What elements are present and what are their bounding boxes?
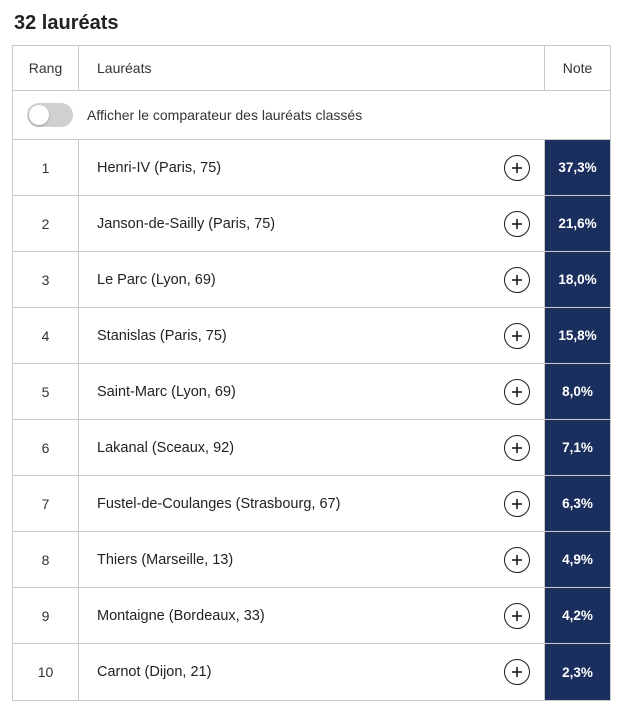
table-row: 8 Thiers (Marseille, 13) 4,9% bbox=[13, 532, 610, 588]
expand-button[interactable] bbox=[504, 603, 530, 629]
laureat-name: Henri-IV (Paris, 75) bbox=[97, 160, 221, 176]
table-row: 2 Janson-de-Sailly (Paris, 75) 21,6% bbox=[13, 196, 610, 252]
rank-cell: 2 bbox=[13, 196, 79, 251]
plus-icon bbox=[511, 274, 523, 286]
note-cell: 4,2% bbox=[544, 588, 610, 643]
laureat-cell: Fustel-de-Coulanges (Strasbourg, 67) bbox=[79, 476, 544, 531]
expand-button[interactable] bbox=[504, 211, 530, 237]
laureat-cell: Janson-de-Sailly (Paris, 75) bbox=[79, 196, 544, 251]
expand-button[interactable] bbox=[504, 323, 530, 349]
laureat-name: Lakanal (Sceaux, 92) bbox=[97, 440, 234, 456]
col-header-laureats: Lauréats bbox=[79, 46, 544, 90]
rank-cell: 9 bbox=[13, 588, 79, 643]
plus-icon bbox=[511, 330, 523, 342]
laureat-name: Carnot (Dijon, 21) bbox=[97, 664, 211, 680]
laureat-name: Janson-de-Sailly (Paris, 75) bbox=[97, 216, 275, 232]
plus-icon bbox=[511, 442, 523, 454]
comparator-toggle[interactable] bbox=[27, 103, 73, 127]
plus-icon bbox=[511, 554, 523, 566]
laureat-cell: Thiers (Marseille, 13) bbox=[79, 532, 544, 587]
laureat-name: Stanislas (Paris, 75) bbox=[97, 328, 227, 344]
laureat-cell: Montaigne (Bordeaux, 33) bbox=[79, 588, 544, 643]
col-header-rang: Rang bbox=[13, 46, 79, 90]
comparator-toggle-row: Afficher le comparateur des lauréats cla… bbox=[13, 91, 610, 140]
laureat-cell: Le Parc (Lyon, 69) bbox=[79, 252, 544, 307]
laureat-name: Thiers (Marseille, 13) bbox=[97, 552, 233, 568]
note-cell: 8,0% bbox=[544, 364, 610, 419]
table-row: 1 Henri-IV (Paris, 75) 37,3% bbox=[13, 140, 610, 196]
rank-cell: 7 bbox=[13, 476, 79, 531]
expand-button[interactable] bbox=[504, 547, 530, 573]
note-cell: 18,0% bbox=[544, 252, 610, 307]
note-cell: 21,6% bbox=[544, 196, 610, 251]
rank-cell: 5 bbox=[13, 364, 79, 419]
page-title: 32 lauréats bbox=[14, 12, 611, 35]
laureat-name: Montaigne (Bordeaux, 33) bbox=[97, 608, 265, 624]
rank-cell: 10 bbox=[13, 644, 79, 700]
plus-icon bbox=[511, 666, 523, 678]
rank-cell: 6 bbox=[13, 420, 79, 475]
rank-cell: 1 bbox=[13, 140, 79, 195]
comparator-toggle-label: Afficher le comparateur des lauréats cla… bbox=[87, 107, 362, 123]
table-row: 5 Saint-Marc (Lyon, 69) 8,0% bbox=[13, 364, 610, 420]
laureat-cell: Lakanal (Sceaux, 92) bbox=[79, 420, 544, 475]
expand-button[interactable] bbox=[504, 491, 530, 517]
table-row: 9 Montaigne (Bordeaux, 33) 4,2% bbox=[13, 588, 610, 644]
rank-cell: 4 bbox=[13, 308, 79, 363]
expand-button[interactable] bbox=[504, 155, 530, 181]
laureat-cell: Henri-IV (Paris, 75) bbox=[79, 140, 544, 195]
expand-button[interactable] bbox=[504, 659, 530, 685]
laureat-name: Saint-Marc (Lyon, 69) bbox=[97, 384, 236, 400]
laureats-table: Rang Lauréats Note Afficher le comparate… bbox=[12, 45, 611, 701]
table-row: 3 Le Parc (Lyon, 69) 18,0% bbox=[13, 252, 610, 308]
laureat-cell: Carnot (Dijon, 21) bbox=[79, 644, 544, 700]
laureat-cell: Stanislas (Paris, 75) bbox=[79, 308, 544, 363]
plus-icon bbox=[511, 386, 523, 398]
expand-button[interactable] bbox=[504, 435, 530, 461]
laureat-name: Le Parc (Lyon, 69) bbox=[97, 272, 216, 288]
note-cell: 2,3% bbox=[544, 644, 610, 700]
expand-button[interactable] bbox=[504, 267, 530, 293]
plus-icon bbox=[511, 498, 523, 510]
note-cell: 4,9% bbox=[544, 532, 610, 587]
table-row: 10 Carnot (Dijon, 21) 2,3% bbox=[13, 644, 610, 700]
note-cell: 6,3% bbox=[544, 476, 610, 531]
plus-icon bbox=[511, 162, 523, 174]
rank-cell: 8 bbox=[13, 532, 79, 587]
table-row: 7 Fustel-de-Coulanges (Strasbourg, 67) 6,3… bbox=[13, 476, 610, 532]
table-row: 6 Lakanal (Sceaux, 92) 7,1% bbox=[13, 420, 610, 476]
expand-button[interactable] bbox=[504, 379, 530, 405]
note-cell: 15,8% bbox=[544, 308, 610, 363]
table-header: Rang Lauréats Note bbox=[13, 46, 610, 91]
toggle-knob bbox=[29, 105, 49, 125]
table-row: 4 Stanislas (Paris, 75) 15,8% bbox=[13, 308, 610, 364]
note-cell: 7,1% bbox=[544, 420, 610, 475]
col-header-note: Note bbox=[544, 46, 610, 90]
plus-icon bbox=[511, 218, 523, 230]
plus-icon bbox=[511, 610, 523, 622]
rank-cell: 3 bbox=[13, 252, 79, 307]
note-cell: 37,3% bbox=[544, 140, 610, 195]
laureat-cell: Saint-Marc (Lyon, 69) bbox=[79, 364, 544, 419]
laureat-name: Fustel-de-Coulanges (Strasbourg, 67) bbox=[97, 496, 340, 512]
